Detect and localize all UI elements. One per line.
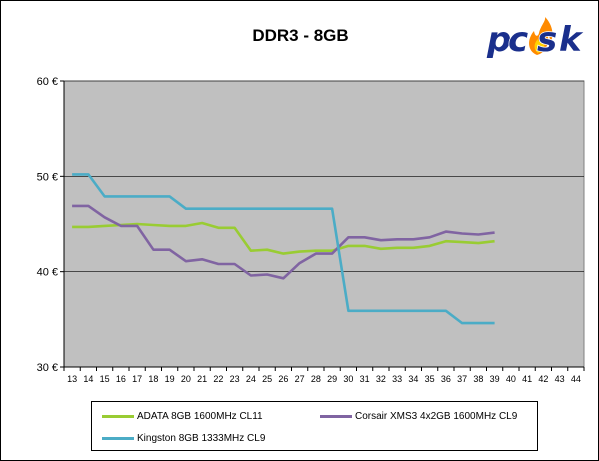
y-axis-ticks: 30 € 40 € 50 € 60 € — [37, 76, 64, 374]
x-tick-label: 32 — [376, 374, 386, 384]
x-tick-label: 30 — [343, 374, 353, 384]
legend-label-kingston: Kingston 8GB 1333MHz CL9 — [137, 432, 266, 444]
y-tick-label: 50 € — [37, 171, 58, 183]
x-tick-label: 23 — [230, 374, 240, 384]
logo-letter-s: s — [537, 20, 557, 60]
x-tick-label: 13 — [67, 374, 77, 384]
x-tick-label: 41 — [522, 374, 532, 384]
x-tick-label: 20 — [181, 374, 191, 384]
x-axis-ticks: 13 14 15 16 17 18 19 20 21 22 23 24 25 26 27 28 29 30 31 32… — [63, 367, 585, 384]
x-tick-label: 38 — [473, 374, 483, 384]
y-tick-label: 40 € — [37, 267, 58, 279]
x-tick-label: 34 — [408, 374, 418, 384]
logo-letter-c: c — [508, 20, 528, 60]
legend-label-adata: ADATA 8GB 1600MHz CL11 — [137, 410, 263, 422]
x-tick-label: 36 — [441, 374, 451, 384]
flame-icon — [529, 17, 553, 55]
logo-letter-p: p — [486, 20, 511, 60]
series-line-adata — [72, 221, 495, 255]
x-tick-label: 39 — [490, 374, 500, 384]
series-line-kingston — [72, 173, 495, 325]
x-tick-label: 37 — [457, 374, 467, 384]
x-tick-label: 24 — [246, 374, 256, 384]
series-line-corsair — [72, 204, 495, 280]
x-tick-label: 29 — [327, 374, 337, 384]
legend-swatch-adata — [102, 414, 134, 418]
x-tick-label: 43 — [555, 374, 565, 384]
legend: ADATA 8GB 1600MHz CL11 Corsair XMS3 4x2G… — [91, 401, 538, 451]
x-tick-label: 17 — [132, 374, 142, 384]
legend-swatch-kingston — [102, 436, 134, 440]
legend-item-corsair: Corsair XMS3 4x2GB 1600MHz CL9 — [320, 409, 517, 423]
x-tick-label: 19 — [165, 374, 175, 384]
gridlines — [64, 80, 584, 272]
x-tick-label: 22 — [213, 374, 223, 384]
x-tick-label: 33 — [392, 374, 402, 384]
logo-letter-k: k — [559, 20, 584, 60]
x-tick-label: 15 — [100, 374, 110, 384]
x-tick-label: 40 — [506, 374, 516, 384]
x-tick-label: 25 — [262, 374, 272, 384]
series-lines — [72, 173, 495, 325]
pcsk-logo: p c s k — [485, 17, 585, 61]
legend-item-adata: ADATA 8GB 1600MHz CL11 — [102, 409, 263, 423]
chart-title: DDR3 - 8GB — [252, 26, 349, 45]
legend-label-corsair: Corsair XMS3 4x2GB 1600MHz CL9 — [355, 410, 518, 422]
x-tick-label: 35 — [425, 374, 435, 384]
x-tick-label: 42 — [538, 374, 548, 384]
x-tick-label: 14 — [83, 374, 93, 384]
x-tick-label: 27 — [295, 374, 305, 384]
x-tick-label: 26 — [278, 374, 288, 384]
x-tick-label: 21 — [197, 374, 207, 384]
y-tick-label: 60 € — [37, 76, 58, 88]
x-tick-label: 44 — [571, 374, 581, 384]
y-tick-label: 30 € — [37, 362, 58, 374]
x-tick-label: 18 — [148, 374, 158, 384]
legend-swatch-corsair — [320, 414, 352, 418]
x-tick-label: 31 — [360, 374, 370, 384]
x-tick-label: 28 — [311, 374, 321, 384]
legend-item-kingston: Kingston 8GB 1333MHz CL9 — [102, 431, 265, 445]
x-tick-label: 16 — [116, 374, 126, 384]
